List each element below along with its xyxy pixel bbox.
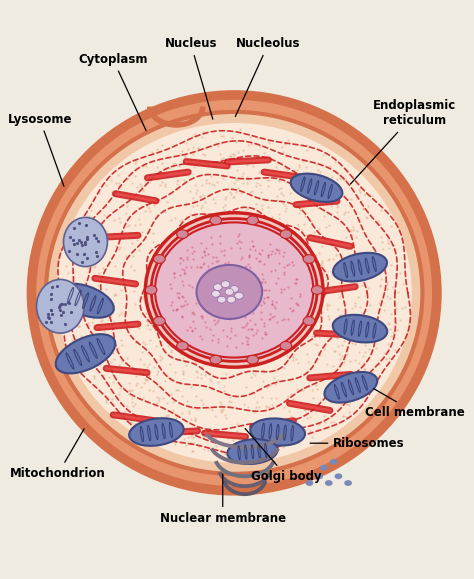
Ellipse shape [227, 296, 236, 303]
Ellipse shape [230, 285, 238, 292]
Ellipse shape [211, 291, 220, 297]
Ellipse shape [210, 356, 221, 364]
Ellipse shape [129, 418, 183, 446]
Ellipse shape [247, 216, 258, 225]
Ellipse shape [303, 255, 315, 263]
Ellipse shape [46, 112, 422, 474]
Text: Endoplasmic
reticulum: Endoplasmic reticulum [350, 100, 456, 184]
Ellipse shape [36, 280, 84, 333]
Text: Nucleus: Nucleus [164, 37, 217, 119]
Ellipse shape [324, 372, 377, 402]
Text: Golgi body: Golgi body [245, 428, 322, 483]
Ellipse shape [280, 230, 292, 239]
Ellipse shape [57, 284, 114, 318]
Ellipse shape [333, 315, 387, 342]
Ellipse shape [235, 292, 243, 299]
Ellipse shape [228, 439, 278, 464]
Ellipse shape [210, 216, 221, 225]
Ellipse shape [41, 259, 427, 394]
Ellipse shape [225, 288, 234, 295]
Ellipse shape [325, 480, 333, 486]
Ellipse shape [146, 285, 157, 294]
Ellipse shape [311, 285, 323, 294]
Text: Nucleolus: Nucleolus [235, 37, 301, 116]
Ellipse shape [221, 281, 230, 288]
Ellipse shape [36, 100, 432, 486]
Ellipse shape [330, 459, 337, 465]
Text: Nuclear membrane: Nuclear membrane [160, 474, 286, 525]
Ellipse shape [315, 474, 323, 479]
Ellipse shape [291, 174, 342, 202]
Ellipse shape [335, 474, 342, 479]
Ellipse shape [320, 465, 328, 471]
Text: Mitochondrion: Mitochondrion [10, 429, 106, 481]
Ellipse shape [344, 480, 352, 486]
Ellipse shape [56, 123, 412, 463]
Ellipse shape [333, 253, 387, 281]
Ellipse shape [217, 296, 226, 303]
Ellipse shape [151, 218, 317, 361]
Ellipse shape [306, 480, 313, 486]
Ellipse shape [27, 90, 442, 496]
Text: Cytoplasm: Cytoplasm [78, 53, 148, 130]
Ellipse shape [247, 356, 258, 364]
Text: Ribosomes: Ribosomes [310, 437, 405, 450]
Ellipse shape [250, 419, 305, 446]
Text: Cell membrane: Cell membrane [365, 389, 465, 419]
Ellipse shape [280, 342, 292, 350]
Ellipse shape [146, 212, 323, 367]
Ellipse shape [154, 317, 165, 325]
Ellipse shape [177, 342, 188, 350]
Ellipse shape [64, 217, 108, 266]
Ellipse shape [213, 284, 222, 291]
Text: Lysosome: Lysosome [8, 112, 72, 186]
Ellipse shape [155, 222, 313, 358]
Ellipse shape [177, 230, 188, 239]
Ellipse shape [56, 334, 115, 373]
Ellipse shape [154, 255, 165, 263]
Ellipse shape [303, 317, 315, 325]
Ellipse shape [197, 265, 262, 319]
